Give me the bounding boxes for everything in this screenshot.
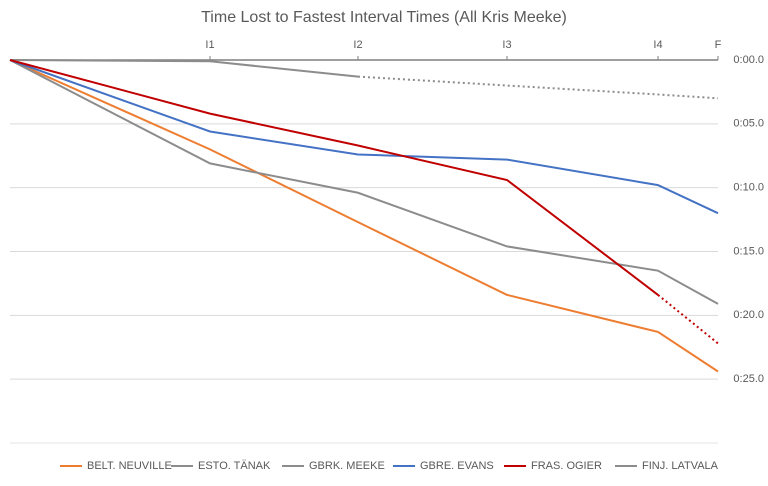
legend-label: GBRK. MEEKE: [309, 460, 385, 472]
y-tick-label: 0:15.0: [733, 245, 764, 257]
series-line: [9, 59, 719, 215]
x-tick-label: F: [715, 39, 722, 51]
series-line: [9, 59, 719, 305]
series-line: [9, 59, 719, 373]
y-tick-label: 0:20.0: [733, 309, 764, 321]
y-tick-label: 0:00.0: [733, 54, 764, 66]
series-line: [9, 59, 359, 78]
x-tick-label: I4: [653, 39, 662, 51]
legend-label: GBRE. EVANS: [420, 460, 494, 472]
chart-title: Time Lost to Fastest Interval Times (All…: [201, 9, 567, 26]
y-tick-label: 0:10.0: [733, 182, 764, 194]
estimated-line: [357, 75, 719, 100]
x-tick-label: I3: [502, 39, 511, 51]
legend-label: BELT. NEUVILLE: [87, 460, 172, 472]
x-tick-label: I2: [353, 39, 362, 51]
legend-label: FRAS. OGIER: [531, 460, 602, 472]
y-tick-label: 0:05.0: [733, 118, 764, 130]
y-tick-label: 0:25.0: [733, 373, 764, 385]
legend-label: ESTO. TÄNAK: [198, 460, 271, 472]
x-tick-label: I1: [205, 39, 214, 51]
legend-label: FINJ. LATVALA: [642, 460, 719, 472]
estimated-line: [657, 294, 719, 345]
series-line: [9, 59, 659, 296]
